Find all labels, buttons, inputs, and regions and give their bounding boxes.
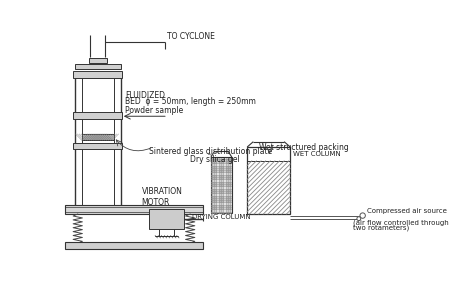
- Text: Dry silica gel: Dry silica gel: [190, 155, 239, 164]
- Text: WET COLUMN: WET COLUMN: [293, 151, 340, 157]
- Text: Wet structured packing: Wet structured packing: [259, 143, 348, 152]
- Bar: [65, 205, 203, 214]
- Bar: [73, 143, 122, 149]
- Circle shape: [359, 213, 365, 218]
- Circle shape: [356, 217, 360, 221]
- Text: Compressed air source: Compressed air source: [367, 208, 446, 214]
- Bar: [65, 242, 203, 250]
- Text: FLUIDIZED: FLUIDIZED: [125, 91, 165, 100]
- Text: BED  ϕ = 50mm, length = 250mm: BED ϕ = 50mm, length = 250mm: [125, 97, 256, 106]
- Bar: [75, 64, 120, 69]
- Text: VIBRATION
MOTOR: VIBRATION MOTOR: [141, 187, 182, 207]
- Bar: [73, 112, 122, 119]
- Text: two rotameters): two rotameters): [353, 225, 409, 231]
- Text: Sintered glass distribution plate: Sintered glass distribution plate: [149, 147, 272, 156]
- Bar: [247, 147, 290, 214]
- Text: (air flow controlled through: (air flow controlled through: [353, 219, 448, 226]
- Text: TO CYCLONE: TO CYCLONE: [167, 32, 215, 41]
- Bar: [73, 71, 122, 78]
- Bar: [210, 157, 231, 212]
- Text: DRYING COLUMN: DRYING COLUMN: [192, 214, 250, 220]
- Bar: [81, 134, 114, 140]
- Bar: [149, 209, 184, 230]
- Text: Powder sample: Powder sample: [124, 106, 183, 115]
- Bar: [89, 58, 107, 63]
